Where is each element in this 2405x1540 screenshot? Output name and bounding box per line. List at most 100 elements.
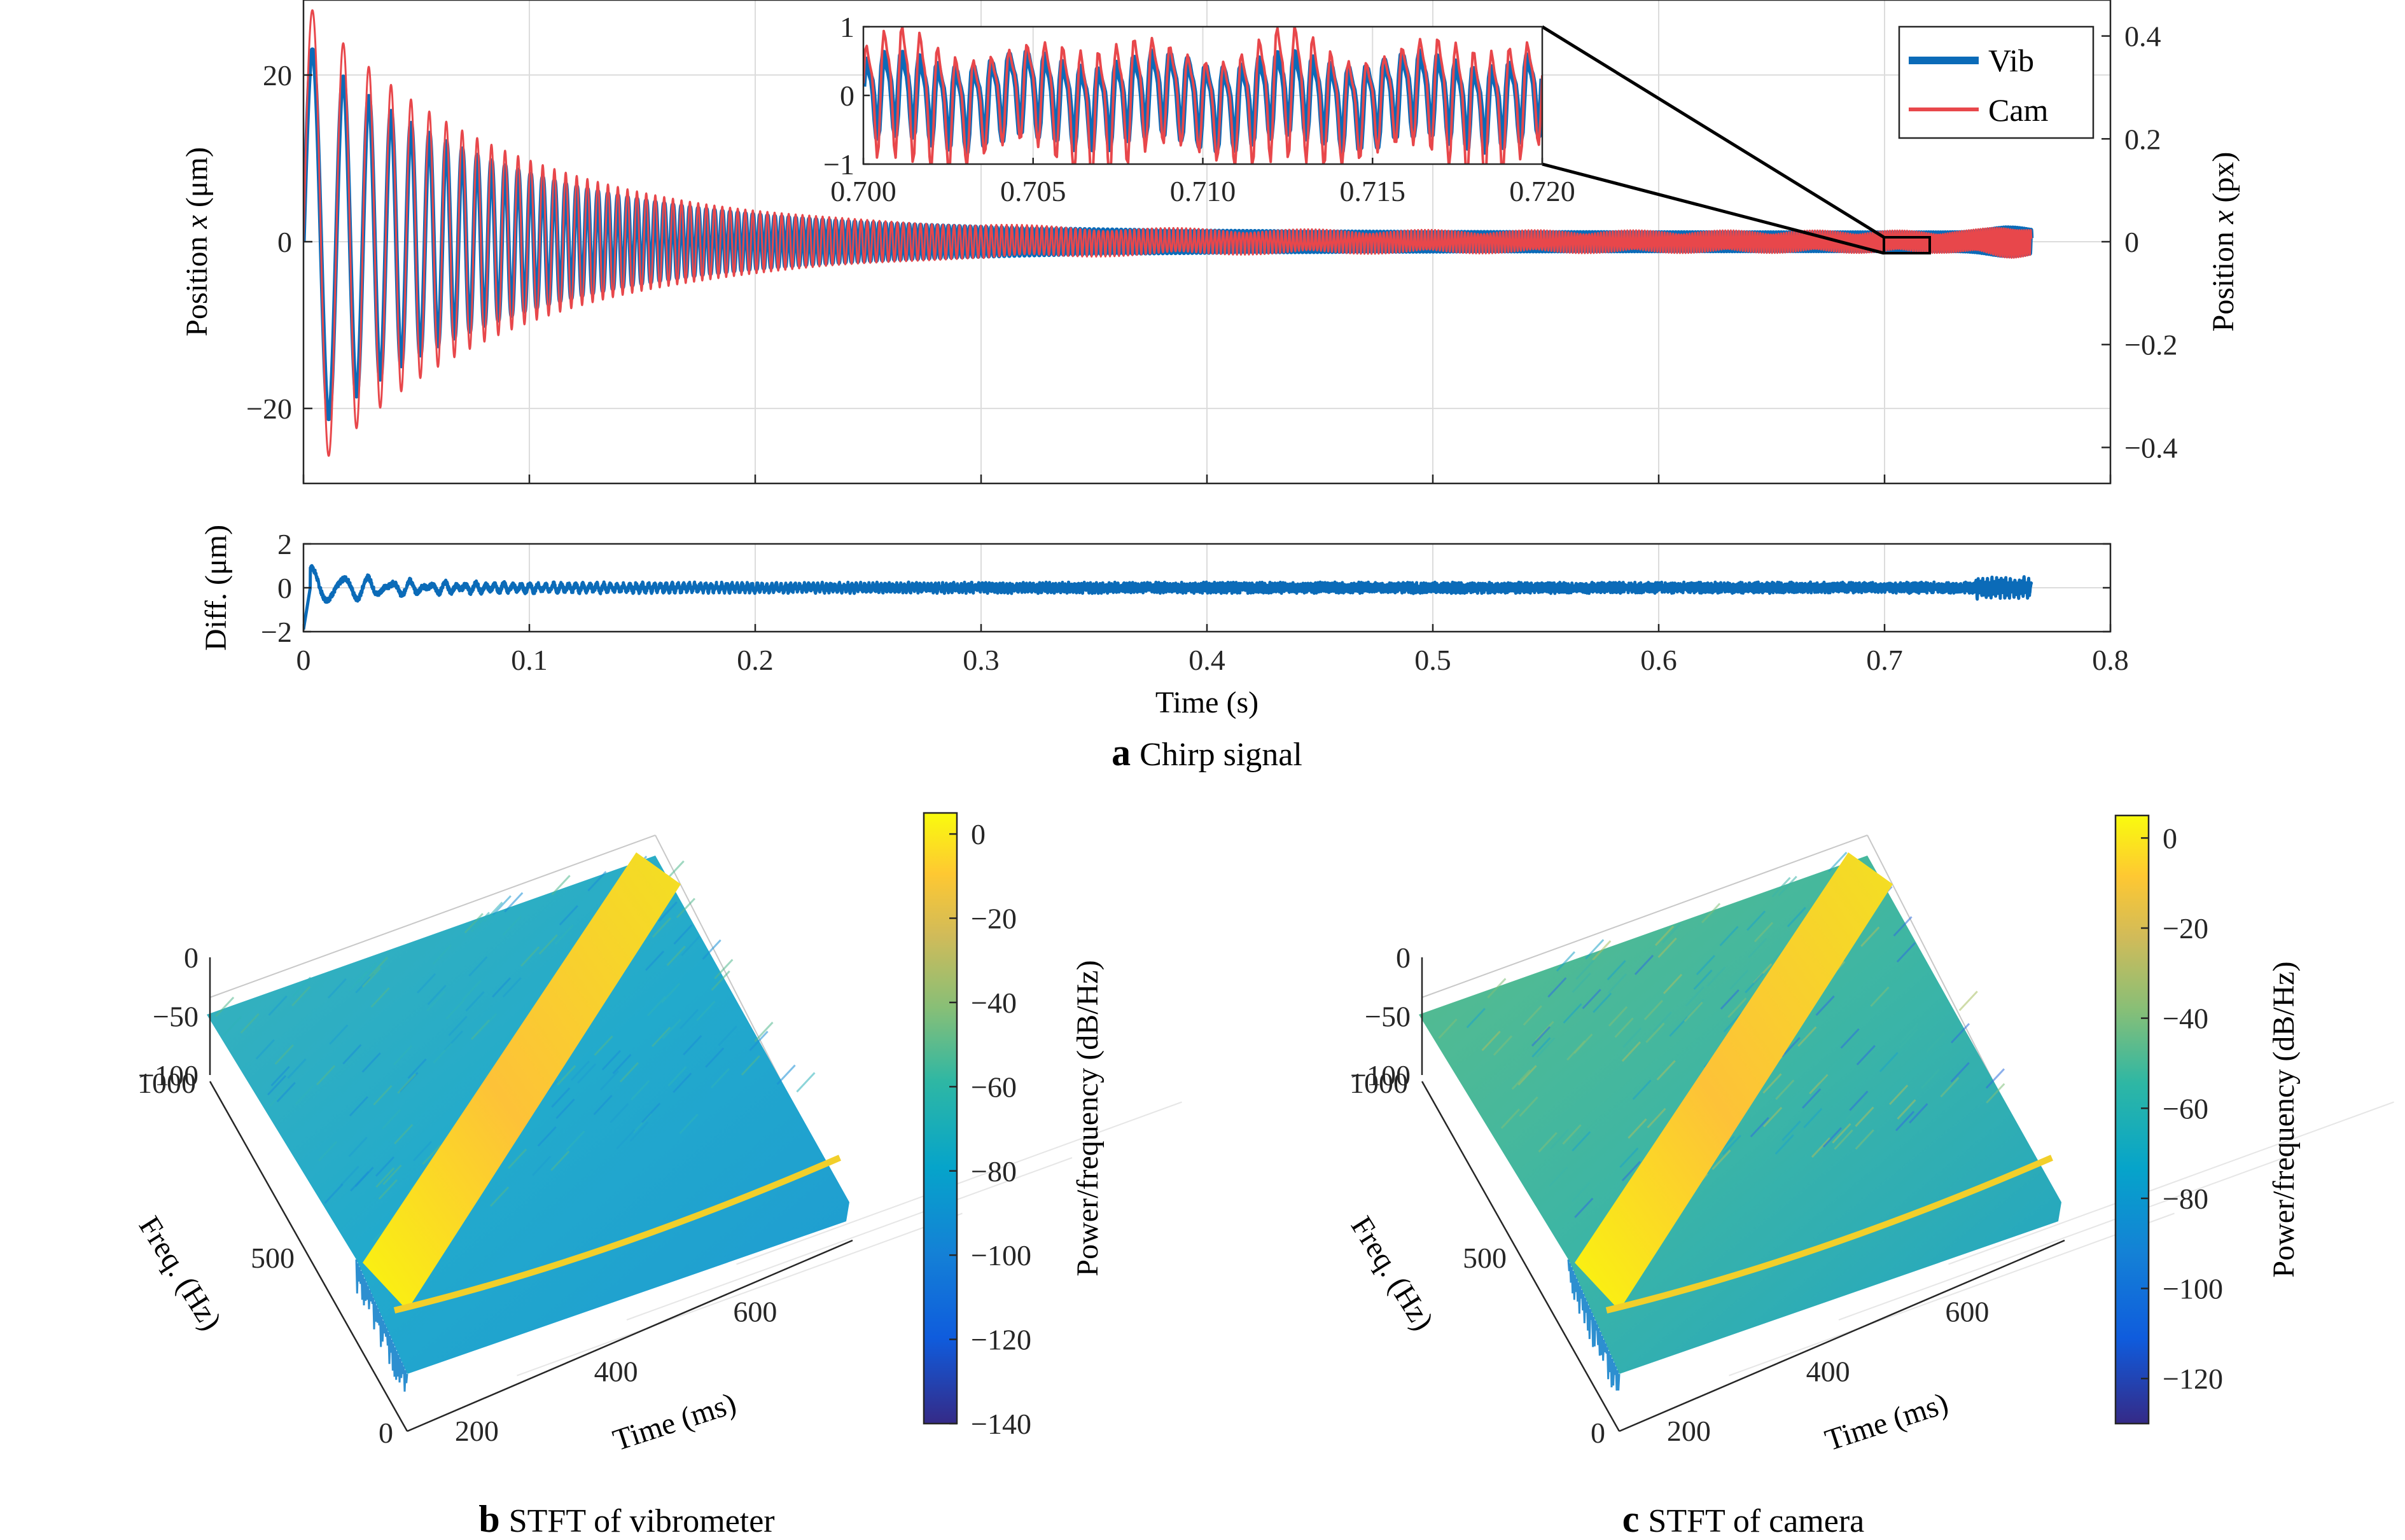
surface-texture [340,1165,359,1186]
colorbar-tick-label: −80 [2163,1183,2208,1215]
surface-texture [1720,989,1739,1010]
freq-tick-label: 500 [1463,1242,1507,1274]
surface-texture [445,999,465,1020]
diff-y-tick-label: 0 [277,572,292,604]
surface-texture [550,1150,570,1171]
colorbar-tick-label: −20 [971,903,1017,935]
surface-texture [679,1009,699,1030]
surface-texture [1657,937,1677,958]
surface-texture [710,1068,730,1089]
surface-texture [1727,997,1747,1018]
surface-texture [462,980,482,1001]
main-right-tick-label: 0 [2124,226,2139,258]
surface-texture [1926,1032,1946,1053]
inset-y-tick-label: −1 [823,148,854,181]
surface-texture [566,1130,585,1151]
surface-texture [1481,1030,1501,1051]
surface-texture [1487,978,1507,999]
surface-texture [270,1065,290,1086]
surface-texture [576,1063,597,1084]
main-plot-series [303,9,2034,457]
surface-texture [679,1113,699,1134]
surface-texture [465,991,485,1012]
legend: Vib Cam [1898,25,2095,139]
surface-texture [1632,1079,1652,1100]
surface-texture [1787,906,1806,927]
surface-texture [255,1039,275,1060]
diff-x-tick-label: 0.1 [511,644,548,676]
diff-plot-series [303,564,2033,630]
surface-texture [342,1044,362,1065]
surface-texture [1723,1012,1743,1033]
diff-ylabel: Diff. (μm) [199,525,233,651]
surface-texture [1466,1008,1486,1029]
surface-texture [1438,1018,1458,1039]
inset-ticks: 0.700 0.705 0.710 0.715 0.720 1 0 −1 [823,11,1575,207]
surface-texture [375,1156,395,1177]
surface-texture [1519,1096,1538,1117]
diff-x-tick-label: 0 [296,644,311,676]
surface-texture [641,1102,661,1123]
chirp-ridge [363,852,681,1310]
surface-texture [551,1087,571,1108]
surface-texture [1531,1026,1551,1047]
surface-texture [616,1129,636,1150]
main-left-tick-label: −20 [246,392,292,425]
surface-texture [397,1073,417,1094]
surface-texture [1643,999,1663,1020]
surface-texture [1493,1035,1513,1056]
surface-texture [1809,1074,1829,1095]
chirp-ridge [1575,852,1893,1310]
colorbar-label: Power/frequency (dB/Hz) [2267,961,2301,1277]
surface-texture [1645,1022,1665,1043]
surface-texture [1685,986,1705,1007]
surface-texture [1832,1123,1851,1144]
freq-axis-line [1421,1081,1621,1432]
colorbar-label: Power/frequency (dB/Hz) [1071,960,1105,1276]
surface-texture [629,1121,649,1142]
surface-texture [268,1086,288,1107]
surface-texture [318,1141,338,1162]
surface-texture [1818,1062,1837,1083]
surface-spike-edge [1567,1259,1621,1391]
surface-texture [1711,1149,1731,1170]
freq-axis-line [209,1081,408,1432]
inset-y-tick-label: 1 [840,11,854,43]
surface-texture [673,924,693,945]
panel-a-diff-plot: 0 0.1 0.2 0.3 0.4 0.5 0.6 0.7 0.820−2 Diff. (μm)… [199,525,2129,719]
surface-texture [667,1065,687,1086]
freq-tick-label: 500 [251,1242,295,1274]
surface-texture [361,967,382,988]
surface-texture [1563,1003,1582,1024]
surface-texture [1781,1120,1801,1141]
surface-texture [1788,1085,1808,1106]
surface-texture [696,1001,716,1022]
inset-x-tick-label: 0.710 [1170,175,1236,207]
inset-x-tick-label: 0.700 [830,175,896,207]
surface-texture [1950,1023,1970,1044]
time-axis-line [407,1239,853,1432]
surface-texture [557,1065,576,1086]
surface-texture [661,983,681,1004]
surface-texture [433,1043,452,1064]
surface-texture [1802,1088,1822,1109]
surface-texture [1574,1197,1594,1218]
colorbar-tick-label: −40 [971,987,1017,1019]
colorbar-tick-label: 0 [2163,822,2177,854]
surface-texture [587,871,607,892]
surface-texture [1535,1020,1554,1041]
surface-texture [407,1058,427,1079]
colorbar-tick-label: −60 [971,1071,1017,1103]
surface-texture [676,898,695,919]
surface-texture [1781,1037,1801,1058]
surface-texture [274,1044,294,1065]
surface-texture [1500,1108,1520,1129]
diff-series-line [303,564,2033,630]
surface-texture [631,1079,650,1100]
surface-texture [489,1186,510,1207]
surface-texture [1693,969,1713,990]
surface-texture [652,917,672,938]
surface-texture [776,1064,796,1085]
surface-texture [646,995,666,1016]
